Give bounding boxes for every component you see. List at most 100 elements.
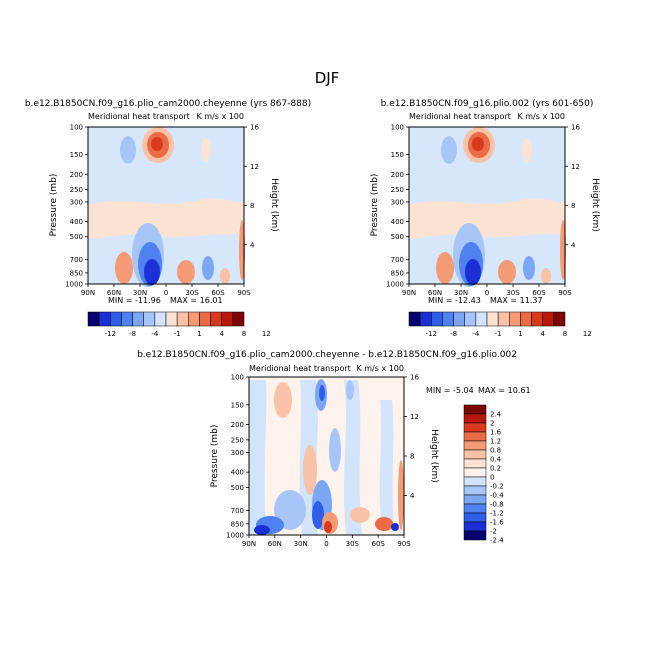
x-tick-label: 30S bbox=[185, 289, 199, 297]
legend-label: 1.6 bbox=[490, 429, 502, 437]
legend-label: -1 bbox=[495, 330, 502, 338]
panel-1-title: b.e12.B1850CN.f09_g16.plio_cam2000.cheye… bbox=[25, 99, 311, 109]
panel-2: b.e12.B1850CN.f09_g16.plio.002 (yrs 601-… bbox=[370, 99, 600, 338]
x-tick-label: 0 bbox=[485, 289, 489, 297]
legend-swatch bbox=[419, 311, 432, 327]
y-tick-label: 150 bbox=[231, 401, 244, 409]
legend-swatch bbox=[463, 485, 487, 496]
y-tick-label: 150 bbox=[70, 151, 83, 159]
panel-3: b.e12.B1850CN.f09_g16.plio_cam2000.cheye… bbox=[137, 350, 530, 548]
height-tick-label: 4 bbox=[250, 241, 255, 249]
legend-swatch bbox=[199, 311, 211, 327]
panel-3-ylabel: Pressure (mb) bbox=[210, 425, 220, 488]
panel-1-max-label: MAX = 16.01 bbox=[170, 296, 223, 305]
panel-1-subtitle-right: K m/s x 100 bbox=[196, 112, 244, 121]
legend-label: 0.2 bbox=[490, 465, 501, 473]
y-tick-label: 300 bbox=[391, 198, 404, 206]
height-tick-label: 8 bbox=[250, 202, 254, 210]
panel-2-title: b.e12.B1850CN.f09_g16.plio.002 (yrs 601-… bbox=[381, 99, 594, 109]
y-tick-label: 400 bbox=[391, 218, 404, 226]
panel-2-subtitle-right: K m/s x 100 bbox=[517, 112, 565, 121]
x-tick-label: 90S bbox=[558, 289, 572, 297]
legend-label: 1 bbox=[197, 330, 201, 338]
legend-label: -1.6 bbox=[490, 519, 504, 527]
legend-swatch bbox=[165, 311, 178, 327]
legend-label: -2 bbox=[490, 528, 497, 536]
legend-swatch bbox=[408, 311, 421, 327]
legend-label: 0 bbox=[490, 474, 494, 482]
x-tick-label: 60N bbox=[107, 289, 121, 297]
x-tick-label: 60S bbox=[532, 289, 546, 297]
legend-swatch bbox=[463, 458, 487, 469]
legend-label: -12 bbox=[105, 330, 116, 338]
y-tick-label: 700 bbox=[391, 256, 404, 264]
y-tick-label: 250 bbox=[70, 186, 83, 194]
panel-3-field bbox=[249, 377, 404, 535]
legend-swatch bbox=[132, 311, 144, 327]
panel-3-subtitle-left: Meridional heat transport bbox=[249, 364, 351, 373]
legend-swatch bbox=[509, 311, 521, 327]
legend-swatch bbox=[464, 311, 477, 327]
legend-label: -1 bbox=[174, 330, 181, 338]
legend-swatch bbox=[463, 530, 487, 541]
legend-swatch bbox=[87, 311, 100, 327]
panel-3-min-label: MIN = -5.04 bbox=[426, 386, 474, 395]
height-tick-label: 16 bbox=[571, 124, 580, 132]
legend-swatch bbox=[431, 311, 443, 327]
legend-label: 2.4 bbox=[490, 411, 502, 419]
y-tick-label: 250 bbox=[231, 436, 244, 444]
legend-swatch bbox=[121, 311, 133, 327]
legend-swatch bbox=[110, 311, 122, 327]
legend-swatch bbox=[188, 311, 200, 327]
x-tick-label: 0 bbox=[164, 289, 168, 297]
legend-swatch bbox=[154, 311, 167, 327]
y-tick-label: 100 bbox=[70, 124, 83, 132]
x-tick-label: 90N bbox=[242, 540, 256, 548]
panel-2-ylabel: Pressure (mb) bbox=[370, 174, 380, 237]
legend-swatch bbox=[221, 311, 234, 327]
x-tick-label: 60S bbox=[211, 289, 225, 297]
legend-swatch bbox=[210, 311, 222, 327]
y-tick-label: 400 bbox=[70, 218, 83, 226]
legend-swatch bbox=[463, 431, 487, 442]
x-tick-label: 30S bbox=[346, 540, 360, 548]
legend-swatch bbox=[531, 311, 543, 327]
y-tick-label: 850 bbox=[231, 520, 244, 528]
panel-3-max-label: MAX = 10.61 bbox=[478, 386, 531, 395]
height-tick-label: 16 bbox=[410, 374, 419, 382]
y-tick-label: 300 bbox=[70, 198, 83, 206]
page-title: DJF bbox=[315, 69, 340, 87]
x-tick-label: 60S bbox=[371, 540, 385, 548]
legend-label: 1 bbox=[518, 330, 522, 338]
legend-label: -4 bbox=[472, 330, 480, 338]
panel-1-field bbox=[88, 127, 245, 287]
height-tick-label: 8 bbox=[410, 453, 414, 461]
y-tick-label: 250 bbox=[391, 186, 404, 194]
y-tick-label: 200 bbox=[231, 421, 244, 429]
panel-2-max-label: MAX = 11.37 bbox=[490, 296, 543, 305]
legend-label: -12 bbox=[426, 330, 437, 338]
legend-swatch bbox=[463, 476, 487, 487]
legend-swatch bbox=[463, 512, 487, 523]
legend-label: -0.2 bbox=[490, 483, 504, 491]
y-tick-label: 500 bbox=[231, 484, 244, 492]
y-tick-label: 1000 bbox=[386, 281, 404, 289]
x-tick-label: 90S bbox=[237, 289, 251, 297]
legend-label: -2.4 bbox=[490, 537, 504, 545]
legend-label: 0.4 bbox=[490, 456, 502, 464]
panel-1-ylabel: Pressure (mb) bbox=[49, 174, 59, 237]
height-tick-label: 4 bbox=[571, 241, 576, 249]
height-tick-label: 4 bbox=[410, 492, 415, 500]
x-tick-label: 0 bbox=[324, 540, 328, 548]
legend-label: -8 bbox=[129, 330, 136, 338]
height-tick-label: 12 bbox=[250, 163, 259, 171]
legend-swatch bbox=[463, 521, 487, 532]
legend-swatch bbox=[453, 311, 465, 327]
legend-swatch bbox=[463, 467, 487, 478]
legend-label: 4 bbox=[540, 330, 545, 338]
legend-label: 8 bbox=[242, 330, 246, 338]
legend-swatch bbox=[463, 494, 487, 505]
panel-1-subtitle-left: Meridional heat transport bbox=[88, 112, 190, 121]
y-tick-label: 500 bbox=[391, 233, 404, 241]
